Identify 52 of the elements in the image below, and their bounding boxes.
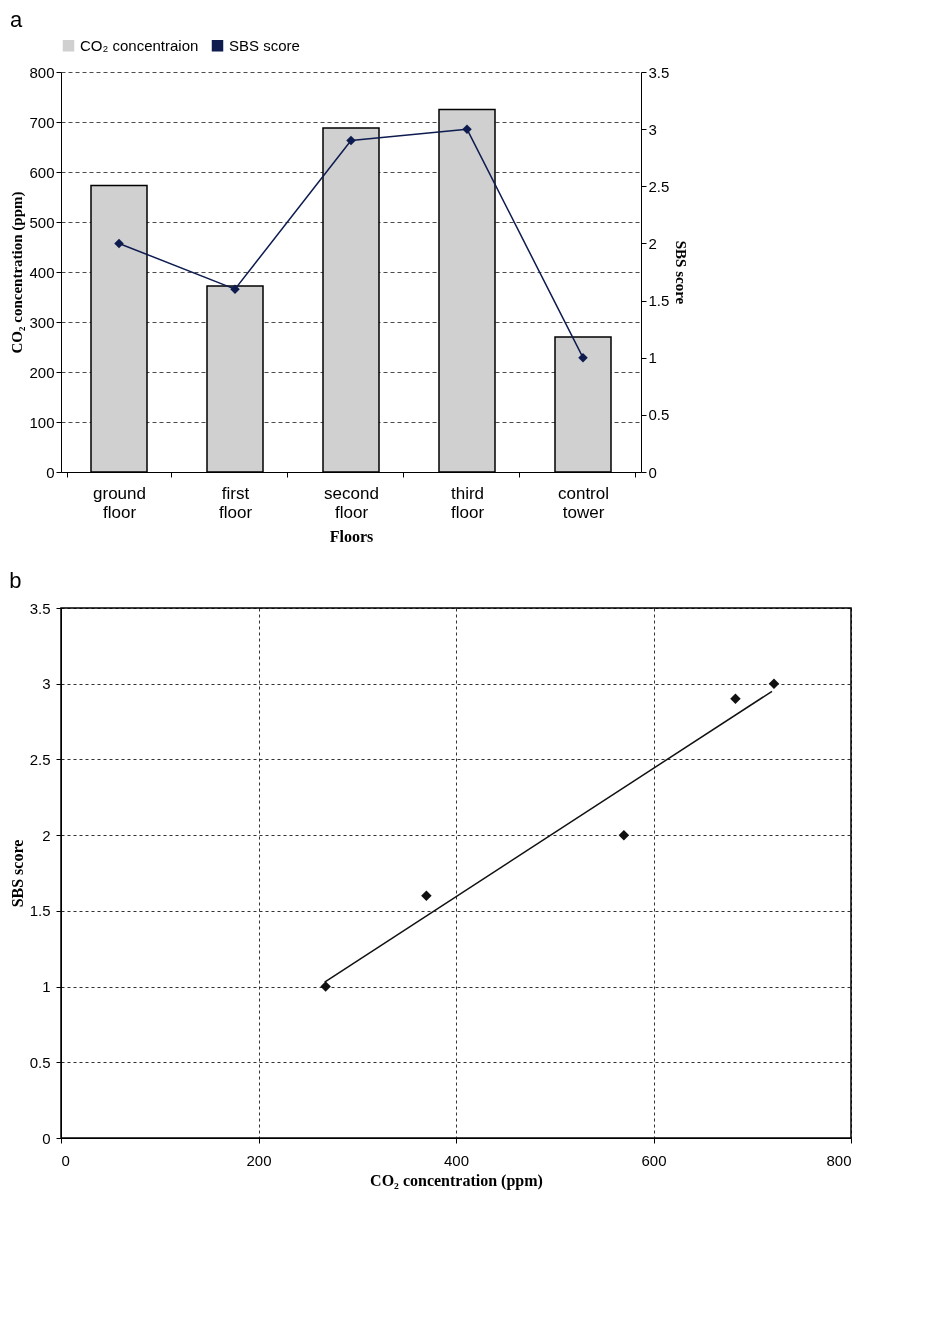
x-axis-title: CO₂ concentration (ppm) <box>370 1171 543 1190</box>
point <box>320 981 331 992</box>
x-tick-label: third floor <box>450 483 485 522</box>
y-tick-label: 800 <box>29 63 55 81</box>
x-tick-label: 400 <box>443 1151 470 1169</box>
y2-tick-label: 2.5 <box>648 177 670 195</box>
point <box>618 829 630 841</box>
y-tick-label: 1.5 <box>29 902 51 920</box>
x-tick-label: control tower <box>557 483 610 522</box>
point <box>421 890 432 901</box>
y-tick-label: 100 <box>29 413 55 431</box>
y-tick-label: 400 <box>29 263 55 281</box>
point <box>114 238 124 249</box>
y-tick-label: 0.5 <box>29 1053 51 1071</box>
legend-label: SBS score <box>229 36 300 54</box>
y-tick-label: 200 <box>29 363 55 381</box>
point <box>730 693 741 705</box>
point <box>768 678 780 689</box>
y-tick-label: 500 <box>29 213 55 231</box>
x-tick-label: second floor <box>324 483 379 522</box>
chart-title: b <box>9 568 22 593</box>
chart-title: a <box>9 7 23 32</box>
x-tick-label: 0 <box>61 1151 70 1169</box>
y2-tick-label: 0 <box>648 463 657 481</box>
y-tick-label: 3.5 <box>29 599 51 617</box>
y-tick-label: 1 <box>42 978 51 996</box>
y-axis-title: SBS score <box>8 839 26 908</box>
y2-tick-label: 1.5 <box>648 292 670 310</box>
y2-axis-title: SBS score <box>673 240 690 305</box>
y2-tick-label: 0.5 <box>648 406 670 424</box>
x-tick-label: first floor <box>218 483 253 522</box>
y-tick-label: 0 <box>46 463 55 481</box>
y-tick-label: 300 <box>29 313 55 331</box>
y-tick-label: 3 <box>42 675 51 693</box>
point <box>346 135 356 146</box>
y2-tick-label: 1 <box>648 349 657 367</box>
y2-tick-label: 3.5 <box>648 63 670 81</box>
y-tick-label: 0 <box>42 1129 51 1147</box>
x-tick-label: ground floor <box>93 483 146 522</box>
x-axis-title: Floors <box>329 527 374 545</box>
x-tick-label: 800 <box>826 1151 852 1169</box>
y-tick-label: 2 <box>42 826 51 844</box>
x-tick-label: 600 <box>641 1151 667 1169</box>
y-tick-label: 2.5 <box>29 750 51 768</box>
legend-label: CO₂ concentraion <box>80 36 199 54</box>
y-tick-label: 700 <box>29 113 55 131</box>
y-tick-label: 600 <box>29 163 55 181</box>
y-axis-title: CO₂ concentration (ppm) <box>9 191 27 354</box>
y2-tick-label: 3 <box>648 120 657 138</box>
point <box>578 352 588 363</box>
x-tick-label: 200 <box>246 1151 272 1169</box>
y2-tick-label: 2 <box>648 234 657 252</box>
